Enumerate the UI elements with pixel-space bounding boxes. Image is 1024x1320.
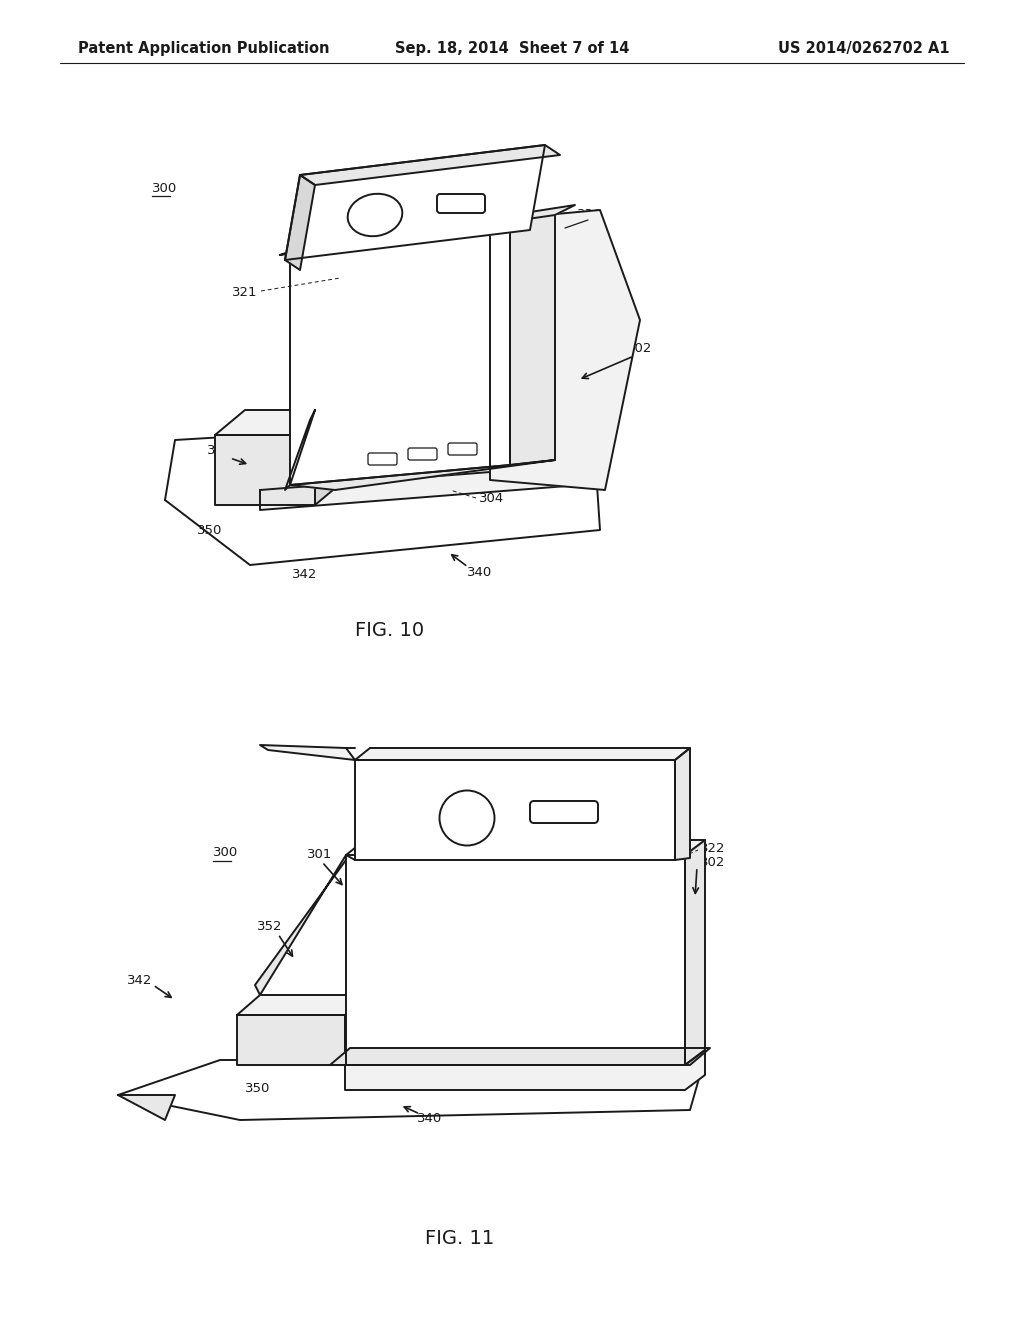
Ellipse shape — [348, 194, 402, 236]
Polygon shape — [675, 748, 690, 861]
Polygon shape — [215, 411, 345, 436]
Text: 350: 350 — [246, 1081, 270, 1094]
FancyBboxPatch shape — [449, 444, 477, 455]
FancyBboxPatch shape — [368, 453, 397, 465]
Text: 342: 342 — [292, 569, 317, 582]
Text: FIG. 11: FIG. 11 — [425, 1229, 495, 1247]
Text: 342: 342 — [127, 974, 153, 986]
Text: Sep. 18, 2014  Sheet 7 of 14: Sep. 18, 2014 Sheet 7 of 14 — [395, 41, 629, 55]
Polygon shape — [260, 744, 355, 760]
Polygon shape — [118, 1096, 175, 1119]
Text: 321: 321 — [232, 285, 258, 298]
Polygon shape — [490, 210, 640, 490]
Polygon shape — [346, 840, 705, 855]
Text: 304: 304 — [479, 491, 505, 504]
Polygon shape — [300, 145, 560, 185]
Text: 335: 335 — [447, 833, 473, 846]
Polygon shape — [345, 995, 368, 1065]
Text: 301: 301 — [477, 183, 503, 197]
Ellipse shape — [439, 791, 495, 846]
Polygon shape — [290, 224, 510, 484]
Polygon shape — [237, 995, 368, 1015]
FancyBboxPatch shape — [437, 194, 485, 213]
Polygon shape — [237, 1015, 345, 1065]
Text: Patent Application Publication: Patent Application Publication — [78, 41, 330, 55]
Polygon shape — [290, 459, 555, 490]
Polygon shape — [345, 1049, 705, 1090]
Polygon shape — [510, 210, 555, 465]
Text: US 2014/0262702 A1: US 2014/0262702 A1 — [778, 41, 950, 55]
Text: 335: 335 — [319, 190, 345, 202]
Text: 352: 352 — [207, 444, 232, 457]
Polygon shape — [165, 420, 600, 565]
Polygon shape — [346, 855, 685, 1065]
Text: 352: 352 — [257, 920, 283, 932]
Polygon shape — [355, 760, 675, 861]
Polygon shape — [285, 176, 315, 271]
Text: 336: 336 — [623, 833, 648, 846]
Text: 322: 322 — [700, 842, 725, 854]
Text: 340: 340 — [467, 565, 493, 578]
Polygon shape — [315, 411, 345, 506]
Text: 340: 340 — [418, 1111, 442, 1125]
Text: 302: 302 — [628, 342, 652, 355]
Polygon shape — [330, 1048, 710, 1065]
Polygon shape — [355, 748, 690, 760]
Text: FIG. 10: FIG. 10 — [355, 620, 425, 639]
Text: 315: 315 — [280, 425, 305, 438]
FancyBboxPatch shape — [530, 801, 598, 822]
Text: 350: 350 — [198, 524, 222, 536]
Polygon shape — [685, 840, 705, 1065]
Polygon shape — [215, 436, 315, 506]
Text: 300: 300 — [213, 846, 239, 859]
Text: 336: 336 — [578, 209, 603, 222]
Text: 300: 300 — [152, 181, 177, 194]
Text: 301: 301 — [307, 847, 333, 861]
Polygon shape — [255, 855, 346, 995]
Polygon shape — [285, 411, 315, 490]
FancyBboxPatch shape — [408, 447, 437, 459]
Polygon shape — [285, 145, 545, 260]
Polygon shape — [280, 205, 575, 255]
Text: 302: 302 — [700, 855, 725, 869]
Polygon shape — [260, 465, 580, 510]
Polygon shape — [118, 1060, 700, 1119]
